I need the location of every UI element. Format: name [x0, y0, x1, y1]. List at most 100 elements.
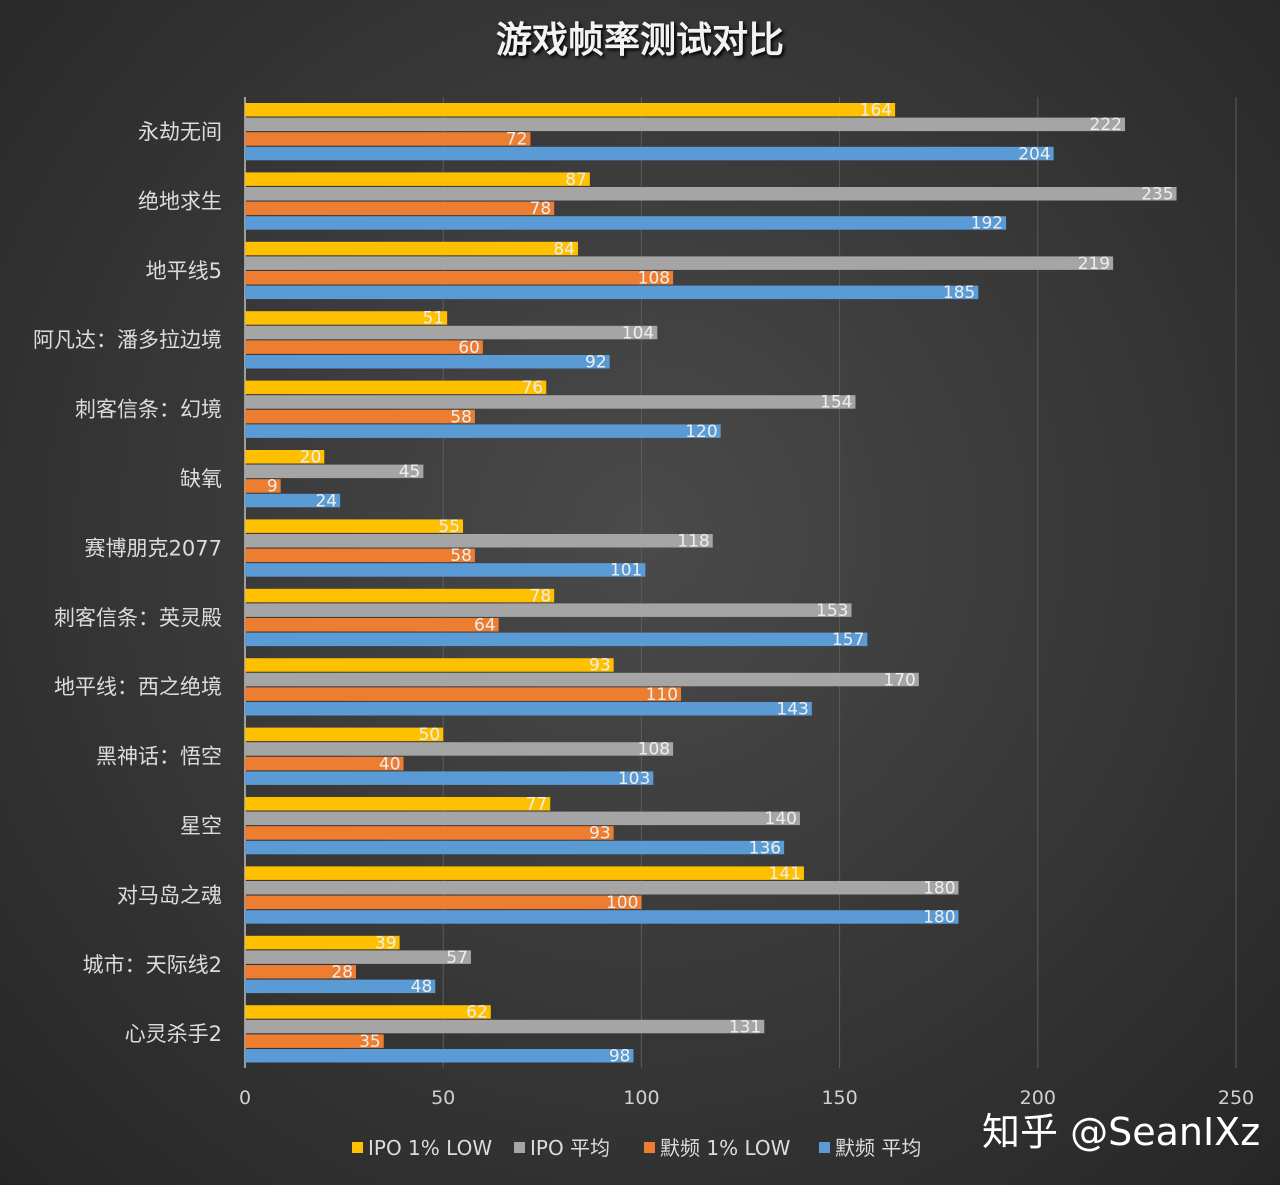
- bar-2: [245, 1034, 384, 1048]
- data-label: 180: [923, 908, 955, 928]
- data-label: 84: [553, 239, 575, 259]
- data-label: 204: [1018, 144, 1050, 164]
- bar-3: [245, 771, 654, 785]
- data-label: 87: [565, 170, 587, 190]
- bar-1: [245, 881, 959, 895]
- bar-2: [245, 271, 674, 285]
- category-label: 对马岛之魂: [117, 883, 222, 907]
- bar-0: [245, 935, 400, 950]
- bar-0: [245, 172, 590, 186]
- bar-0: [245, 797, 551, 811]
- data-label: 72: [506, 130, 528, 150]
- bar-2: [245, 201, 555, 216]
- data-label: 153: [816, 601, 848, 621]
- data-label: 58: [450, 546, 472, 566]
- data-label: 108: [638, 269, 670, 289]
- legend-label: 默频 平均: [835, 1136, 921, 1160]
- data-label: 60: [458, 338, 480, 358]
- data-label: 120: [685, 422, 717, 442]
- category-label: 阿凡达：潘多拉边境: [33, 328, 222, 352]
- data-label: 103: [618, 769, 650, 789]
- bar-0: [245, 519, 464, 533]
- bar-2: [245, 479, 281, 493]
- data-label: 77: [526, 795, 548, 815]
- bar-3: [245, 840, 785, 855]
- data-label: 131: [729, 1017, 761, 1037]
- data-label: 40: [379, 754, 401, 774]
- bar-1: [245, 742, 674, 756]
- bar-3: [245, 563, 646, 577]
- x-tick-label: 250: [1218, 1087, 1254, 1109]
- category-label: 黑神话：悟空: [96, 745, 222, 769]
- data-label: 20: [300, 448, 322, 468]
- legend-swatch: [352, 1142, 363, 1153]
- data-label: 101: [610, 561, 642, 581]
- data-label: 76: [522, 378, 544, 398]
- bar-2: [245, 756, 404, 771]
- bar-2: [245, 409, 475, 424]
- bar-3: [245, 493, 341, 508]
- data-label: 192: [971, 214, 1003, 234]
- bar-2: [245, 618, 499, 632]
- bar-0: [245, 241, 578, 256]
- category-label: 刺客信条：英灵殿: [54, 606, 222, 630]
- bar-2: [245, 687, 682, 701]
- data-label: 48: [411, 977, 433, 997]
- bar-3: [245, 632, 868, 647]
- bar-2: [245, 548, 475, 563]
- data-label: 185: [943, 283, 975, 303]
- bar-3: [245, 1049, 634, 1063]
- bar-2: [245, 826, 614, 840]
- data-label: 110: [646, 685, 678, 705]
- bar-1: [245, 464, 424, 479]
- watermark: 知乎 @SeanIXz: [982, 1110, 1260, 1154]
- data-label: 57: [446, 948, 468, 968]
- bar-0: [245, 380, 547, 395]
- data-label: 24: [315, 491, 337, 511]
- data-label: 98: [609, 1047, 631, 1067]
- data-label: 100: [606, 893, 638, 913]
- data-label: 157: [832, 630, 864, 650]
- bar-1: [245, 950, 471, 964]
- category-label: 永劫无间: [138, 120, 222, 144]
- bar-1: [245, 534, 713, 548]
- legend-swatch: [819, 1142, 830, 1153]
- legend-label: 默频 1% LOW: [660, 1136, 791, 1160]
- x-tick-label: 200: [1020, 1087, 1056, 1109]
- bar-3: [245, 355, 610, 369]
- data-label: 164: [860, 101, 892, 121]
- legend-label: IPO 1% LOW: [368, 1136, 492, 1160]
- data-label: 118: [677, 532, 709, 552]
- data-label: 143: [776, 700, 808, 720]
- bar-3: [245, 424, 721, 438]
- data-label: 154: [820, 393, 852, 413]
- bar-3: [245, 146, 1054, 161]
- bar-3: [245, 979, 436, 994]
- bar-2: [245, 132, 531, 146]
- bar-3: [245, 216, 1007, 230]
- data-label: 170: [883, 670, 915, 690]
- bar-0: [245, 658, 614, 672]
- legend-label: IPO 平均: [530, 1136, 610, 1160]
- bar-1: [245, 256, 1114, 270]
- bar-1: [245, 395, 856, 409]
- bar-1: [245, 672, 919, 687]
- legend-swatch: [644, 1142, 655, 1153]
- bar-0: [245, 1005, 491, 1019]
- category-label: 城市：天际线2: [83, 953, 222, 977]
- data-label: 39: [375, 933, 397, 953]
- data-label: 140: [765, 809, 797, 829]
- bar-1: [245, 117, 1126, 132]
- bar-0: [245, 103, 896, 117]
- x-tick-label: 50: [431, 1087, 455, 1109]
- category-label: 地平线：西之绝境: [54, 675, 222, 699]
- category-label: 心灵杀手2: [125, 1022, 222, 1046]
- bar-0: [245, 866, 804, 880]
- bar-2: [245, 965, 356, 979]
- bar-1: [245, 187, 1177, 201]
- data-label: 45: [399, 462, 421, 482]
- category-label: 绝地求生: [138, 189, 222, 213]
- x-tick-label: 0: [239, 1087, 251, 1109]
- bar-0: [245, 727, 444, 742]
